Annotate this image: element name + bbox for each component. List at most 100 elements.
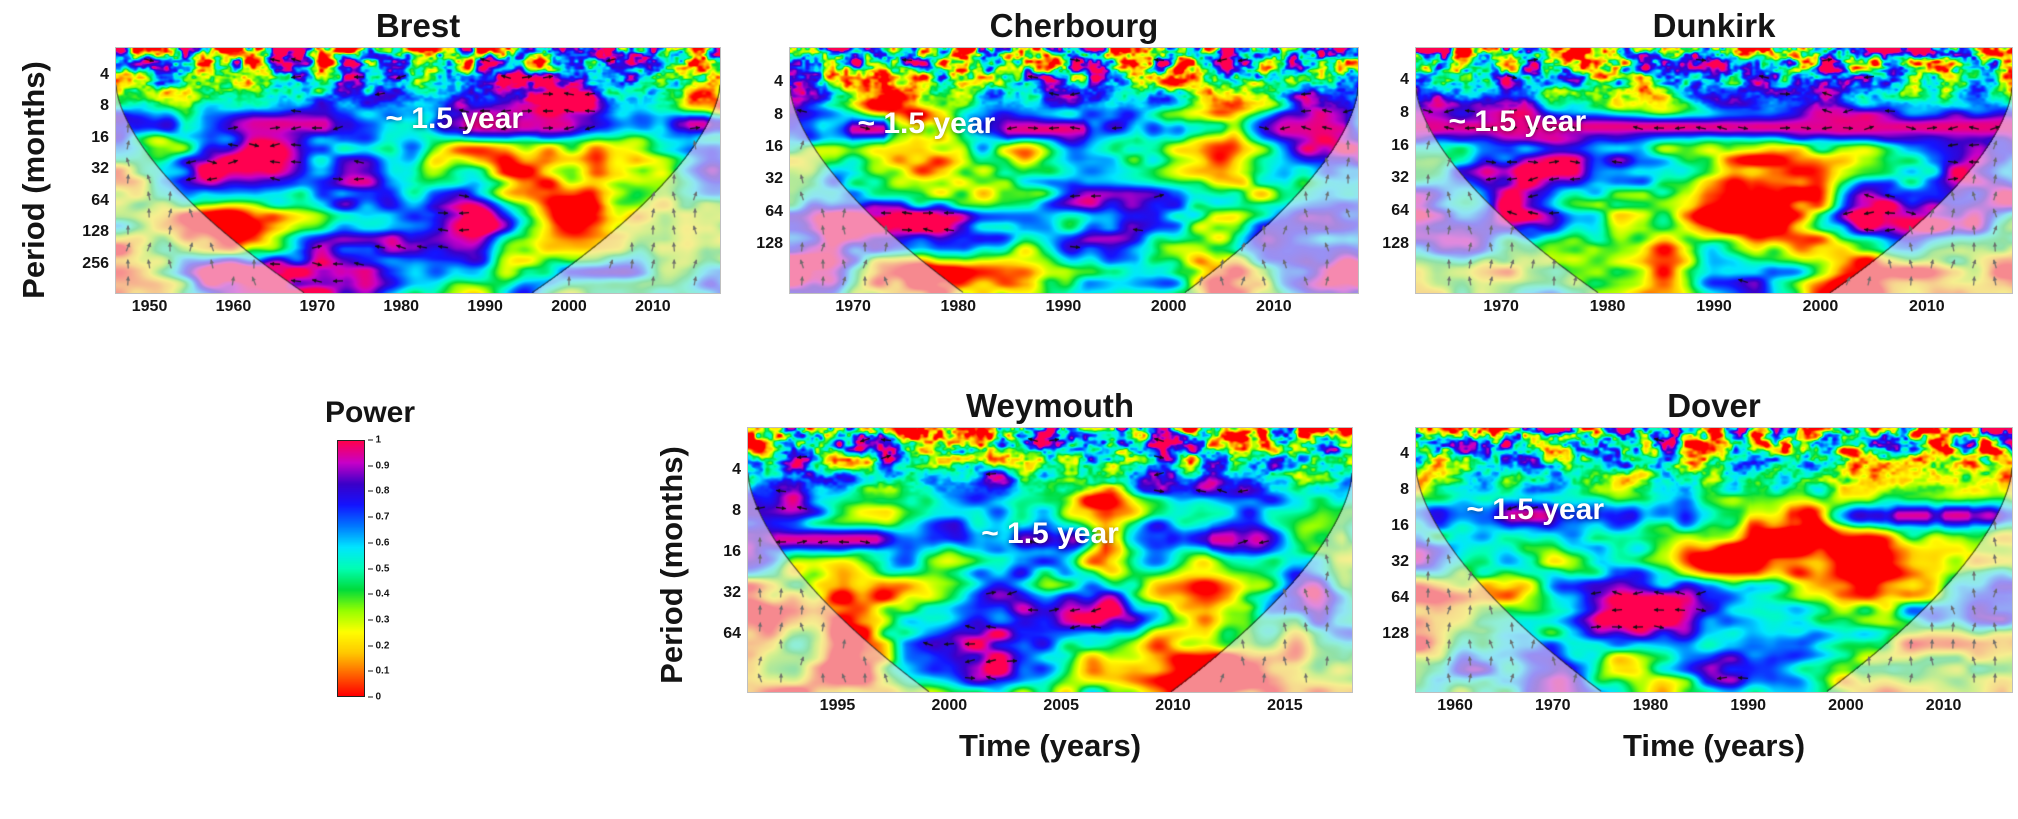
colorbar-title: Power — [324, 396, 416, 429]
x-tick-label: 2010 — [1909, 298, 1945, 315]
colorbar-tick-label: 0.7 — [368, 512, 390, 523]
colorbar-tick-label: 0.5 — [368, 563, 390, 574]
panel-title: Cherbourg — [989, 7, 1159, 44]
x-axis-ticks: 1960 1970 1980 1990 2000 2010 — [1416, 692, 2012, 720]
colorbar-tick-label: 0.4 — [368, 589, 390, 600]
y-tick-label: 32 — [765, 170, 783, 188]
y-tick-label: 16 — [723, 543, 741, 561]
y-tick-label: 64 — [765, 202, 783, 220]
y-tick-label: 128 — [82, 223, 109, 241]
y-tick-label: 128 — [1382, 235, 1409, 252]
y-tick-label: 64 — [1391, 589, 1409, 607]
colorbar-gradient — [336, 440, 365, 697]
y-tick-label: 8 — [1400, 103, 1409, 121]
x-tick-label: 1950 — [131, 298, 168, 315]
x-tick-label: 1990 — [1696, 298, 1732, 315]
y-tick-label: 4 — [1400, 70, 1409, 88]
wavelet-heatmap-canvas — [748, 428, 1352, 692]
band-annotation: ~ 1.5 year — [1448, 104, 1587, 138]
colorbar-body: 1 0.9 0.8 0.7 0.6 0.5 0.4 0.3 0.2 0.1 0 — [336, 435, 404, 703]
x-tick-label: 1990 — [467, 298, 503, 315]
x-axis-ticks: 1970 1980 1990 2000 2010 — [1416, 293, 2012, 321]
y-tick-label: 64 — [723, 624, 741, 642]
y-tick-label: 8 — [774, 105, 783, 123]
x-axis-ticks: 1950 1960 1970 1980 1990 2000 2010 — [116, 293, 720, 321]
y-tick-label: 256 — [82, 254, 109, 272]
y-tick-label: 4 — [774, 73, 783, 91]
x-tick-label: 1960 — [215, 298, 252, 315]
y-tick-label: 8 — [1400, 481, 1409, 499]
y-tick-label: 32 — [1391, 553, 1409, 571]
y-axis-ticks: 4 8 16 32 64 128 — [744, 48, 790, 293]
y-tick-label: 16 — [91, 128, 109, 146]
plot-area: ~ 1.5 year — [116, 48, 720, 293]
x-axis-label: Time (years) — [1622, 728, 1806, 763]
panel-title: Brest — [375, 7, 461, 44]
x-tick-label: 1970 — [1483, 298, 1519, 315]
x-axis-label: Time (years) — [958, 728, 1142, 763]
colorbar-tick-label: 0.9 — [368, 460, 390, 471]
colorbar-tick-label: 0.3 — [368, 614, 390, 625]
x-axis-ticks: 1995 2000 2005 2010 2015 — [748, 692, 1352, 720]
y-tick-label: 32 — [91, 160, 109, 178]
panel-body: 4 8 16 32 64 128 ~ 1.5 year — [1370, 48, 2012, 293]
x-tick-label: 2010 — [635, 298, 671, 315]
panel-title: Dover — [1667, 387, 1761, 424]
panel-body: 4 8 16 32 64 ~ 1.5 year — [702, 428, 1352, 692]
x-tick-label: 1990 — [1045, 298, 1082, 315]
y-tick-label: 4 — [732, 461, 741, 479]
x-tick-label: 1995 — [819, 697, 856, 714]
y-tick-label: 128 — [1382, 624, 1409, 642]
x-tick-label: 2010 — [1256, 298, 1292, 315]
y-axis-ticks: 4 8 16 32 64 — [702, 428, 748, 692]
y-tick-label: 128 — [756, 235, 783, 252]
x-tick-label: 1980 — [383, 298, 420, 315]
x-tick-label: 2000 — [1150, 298, 1187, 315]
x-tick-label: 1960 — [1437, 697, 1473, 714]
x-tick-label: 2005 — [1043, 697, 1079, 714]
x-tick-label: 1970 — [299, 298, 336, 315]
colorbar-tick-label: 0.6 — [368, 537, 390, 548]
panel-weymouth: Weymouth 4 8 16 32 64 ~ 1.5 year 1995 2000 200… — [702, 386, 1352, 764]
y-axis-ticks: 4 8 16 32 64 128 256 — [70, 48, 116, 293]
x-tick-label: 1970 — [835, 298, 871, 315]
plot-area: ~ 1.5 year — [790, 48, 1358, 293]
colorbar-ticks: 1 0.9 0.8 0.7 0.6 0.5 0.4 0.3 0.2 0.1 0 — [368, 435, 404, 703]
plot-area: ~ 1.5 year — [748, 428, 1352, 692]
panel-brest: Brest 4 8 16 32 64 128 256 ~ 1.5 year 1950 1960… — [70, 6, 720, 321]
y-tick-label: 4 — [1400, 445, 1409, 463]
wavelet-heatmap-canvas — [1416, 428, 2012, 692]
y-tick-label: 64 — [91, 191, 109, 209]
x-tick-label: 2000 — [1802, 298, 1839, 315]
panel-dunkirk: Dunkirk 4 8 16 32 64 128 ~ 1.5 year 1970 1980 1… — [1370, 6, 2012, 321]
colorbar-tick-label: 1 — [368, 435, 382, 446]
y-tick-label: 4 — [100, 65, 109, 83]
y-tick-label: 16 — [765, 137, 783, 155]
x-tick-label: 1980 — [1632, 697, 1669, 714]
panel-body: 4 8 16 32 64 128 ~ 1.5 year — [1370, 428, 2012, 692]
y-tick-label: 16 — [1391, 136, 1409, 154]
y-tick-label: 16 — [1391, 517, 1409, 535]
y-axis-ticks: 4 8 16 32 64 128 — [1370, 48, 1416, 293]
x-tick-label: 2015 — [1267, 697, 1303, 714]
x-tick-label: 1970 — [1534, 697, 1571, 714]
panel-body: 4 8 16 32 64 128 256 ~ 1.5 year — [70, 48, 720, 293]
y-tick-label: 32 — [723, 584, 741, 601]
x-tick-label: 1980 — [940, 298, 977, 315]
colorbar-tick-label: 0.2 — [368, 640, 390, 651]
band-annotation: ~ 1.5 year — [1466, 492, 1604, 526]
x-tick-label: 2010 — [1155, 697, 1191, 714]
y-axis-ticks: 4 8 16 32 64 128 — [1370, 428, 1416, 692]
wavelet-heatmap-canvas — [790, 48, 1358, 293]
band-annotation: ~ 1.5 year — [385, 102, 524, 136]
x-tick-label: 1990 — [1730, 697, 1766, 714]
plot-area: ~ 1.5 year — [1416, 48, 2012, 293]
colorbar: Power 1 0.9 0.8 0.7 0.6 0.5 0.4 0.3 0.2 0.1 0 — [290, 396, 450, 703]
y-tick-label: 64 — [1391, 202, 1409, 220]
panel-dover: Dover 4 8 16 32 64 128 ~ 1.5 year 1960 1970 198… — [1370, 386, 2012, 764]
x-tick-label: 2000 — [1828, 697, 1864, 714]
panel-title: Weymouth — [965, 387, 1135, 424]
colorbar-tick-label: 0.8 — [368, 486, 390, 497]
panel-cherbourg: Cherbourg 4 8 16 32 64 128 ~ 1.5 year 1970 198… — [744, 6, 1358, 321]
